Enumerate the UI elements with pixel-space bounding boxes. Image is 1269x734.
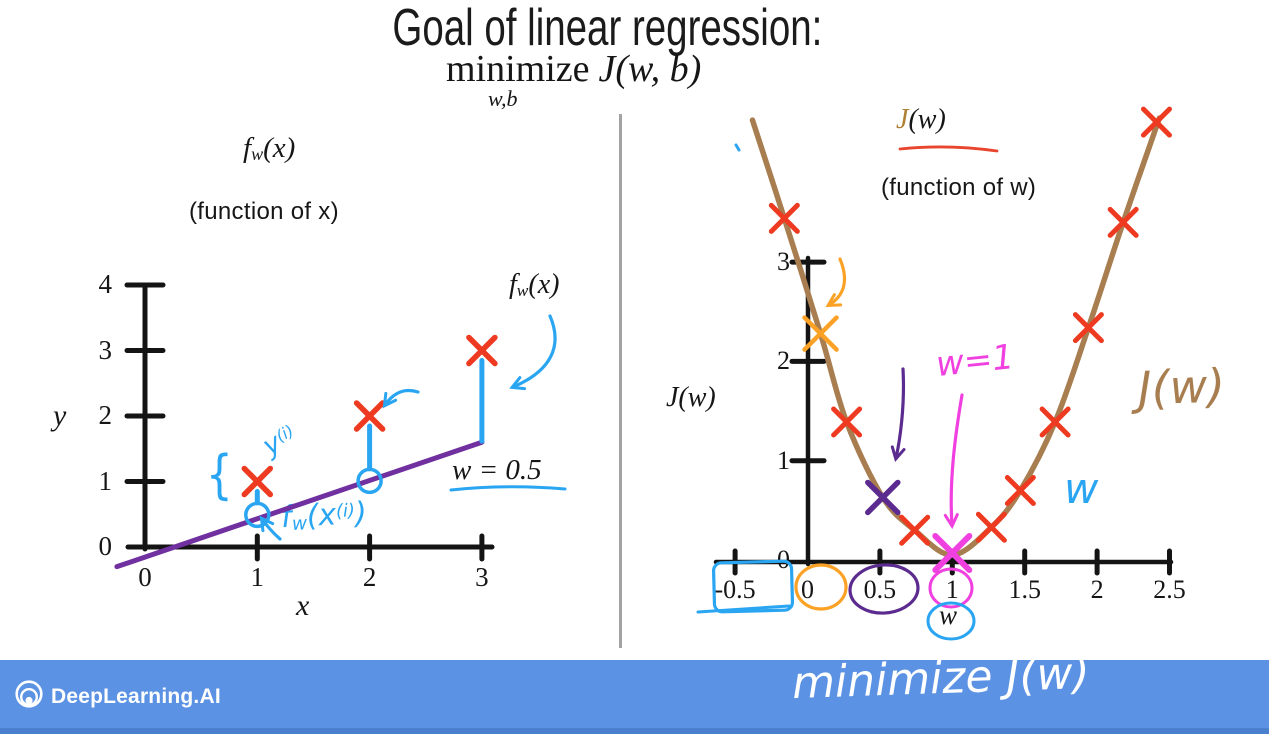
left-x-axis-label: x: [296, 589, 310, 622]
fit-point-circle: [356, 467, 383, 495]
orange-highlight-x: [802, 315, 839, 352]
right-y-axis-label: J(w): [666, 382, 716, 413]
right-chart-title: J(w): [896, 104, 946, 135]
w-axis-note: w: [1064, 464, 1099, 513]
magenta-highlight-x: [932, 533, 973, 574]
point-arrow: [382, 388, 420, 409]
cost-point-x: [768, 202, 800, 234]
left-chart-title: fw(x): [243, 132, 296, 165]
cost-point-x: [831, 406, 863, 438]
left-y-tick-label: 4: [98, 269, 113, 299]
training-point-x: [241, 465, 274, 498]
footer-bar: [0, 660, 1269, 734]
right-x-tick-label: 1: [945, 575, 959, 604]
cost-point-x: [1072, 312, 1104, 344]
objective-operator: minimize: [446, 48, 590, 90]
training-point-x: [466, 334, 498, 367]
cost-point-x: [899, 514, 931, 546]
prediction-annotation: fw(x(i)): [280, 495, 368, 536]
w-value-label: w = 0.5: [452, 454, 542, 486]
prediction-arrow: [259, 515, 282, 541]
right-y-tick-label: 0: [777, 545, 790, 574]
left-x-tick-label: 2: [362, 562, 377, 592]
orange-trial-arrow: [825, 257, 846, 308]
cost-point-x: [1107, 206, 1139, 238]
objective-subscript: w,b: [488, 86, 518, 111]
slide-title: Goal of linear regression:: [392, 0, 823, 57]
left-y-tick-label: 3: [98, 334, 113, 365]
model-callout-label: fw(x): [509, 269, 560, 301]
cost-point-x: [1140, 106, 1172, 138]
magenta-highlight-x: [932, 533, 973, 574]
cost-point-x: [975, 511, 1007, 543]
footer-strip: [0, 728, 1269, 734]
stray-blue-dot: [734, 143, 741, 152]
objective-expression: J(w, b): [598, 48, 702, 90]
brace-annotation: {: [206, 443, 233, 505]
cost-point-x: [1107, 206, 1139, 238]
right-x-axis-label: w: [939, 600, 958, 630]
tick-box-underline: [696, 604, 791, 614]
minimum-annotation: w=1: [934, 337, 1016, 385]
cost-j-highlight: J: [896, 104, 909, 135]
model-callout-arrow: [509, 314, 557, 391]
training-point-x: [353, 400, 386, 432]
footer-note: minimize J(w): [791, 647, 1091, 710]
brand-text: DeepLearning.AI: [51, 685, 221, 708]
cost-point-x: [1004, 474, 1036, 506]
right-chart-subtitle: (function of w): [881, 174, 1037, 201]
training-point-x: [241, 465, 274, 498]
training-point-x: [466, 334, 498, 367]
left-y-axis-label: y: [53, 399, 67, 432]
title-red-underline: [898, 145, 999, 153]
cost-point-x: [831, 406, 863, 438]
right-x-tick-label: 2: [1090, 575, 1104, 604]
left-y-tick-label: 1: [98, 465, 113, 496]
purple-trial-arrow: [890, 367, 906, 463]
objective-formula: minimize J(w, b): [446, 50, 701, 88]
left-y-tick-label: 2: [98, 400, 113, 430]
orange-highlight-x: [802, 315, 839, 352]
purple-highlight-x: [865, 479, 901, 516]
minimum-arrow: [943, 393, 964, 530]
cost-point-x: [1140, 106, 1172, 138]
section-divider: [619, 114, 622, 648]
brand: DeepLearning.AI: [12, 679, 221, 715]
cost-point-x: [1072, 312, 1104, 344]
purple-highlight-x: [865, 479, 901, 516]
right-y-tick-label: 3: [777, 247, 790, 277]
left-x-tick-label: 3: [475, 562, 489, 592]
deeplearning-rings-icon: [15, 680, 43, 708]
left-y-tick-label: 0: [98, 531, 113, 561]
training-point-x: [353, 400, 386, 432]
cost-curve-label: J(w): [1137, 358, 1227, 416]
left-x-tick-label: 0: [138, 562, 152, 592]
left-chart-subtitle: (function of x): [189, 198, 339, 225]
right-y-tick-label: 2: [777, 346, 790, 376]
w-value-underline: [449, 485, 567, 492]
target-annotation: y(i): [257, 420, 297, 463]
cost-point-x: [975, 511, 1007, 543]
right-x-tick-label: 0: [801, 575, 814, 604]
right-x-tick-label: 0.5: [863, 575, 897, 604]
right-x-tick-label: 1.5: [1008, 575, 1041, 604]
right-y-tick-label: 1: [777, 445, 790, 475]
fit-point-circle: [244, 501, 271, 529]
cost-point-x: [768, 202, 800, 234]
right-x-tick-label: 2.5: [1153, 575, 1186, 604]
left-x-tick-label: 1: [250, 562, 265, 592]
cost-point-x: [1039, 406, 1071, 438]
cost-point-x: [1039, 406, 1071, 438]
right-x-tick-label: -0.5: [714, 575, 756, 604]
cost-point-x: [899, 514, 931, 546]
cost-point-x: [1004, 474, 1036, 506]
